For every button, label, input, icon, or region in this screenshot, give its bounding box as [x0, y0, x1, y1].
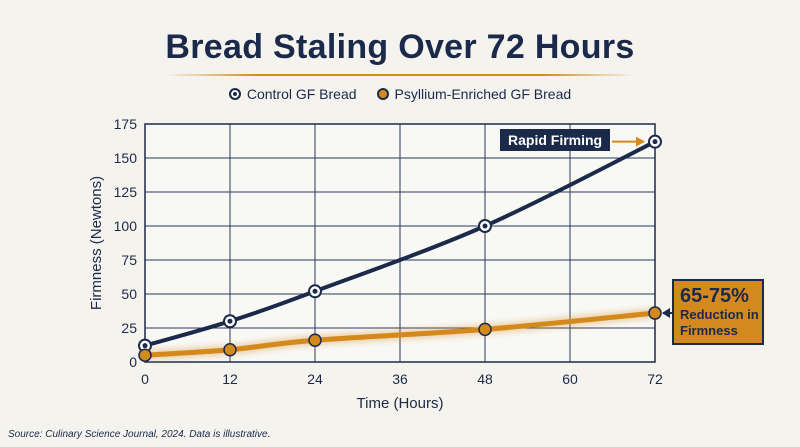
legend-item-psyllium: Psyllium-Enriched GF Bread: [376, 86, 572, 102]
chart-legend: Control GF Bread Psyllium-Enriched GF Br…: [0, 86, 800, 102]
x-tick-label: 12: [222, 371, 238, 387]
data-point-psyllium: [308, 333, 322, 347]
reduction-callout: 65-75% Reduction in Firmness: [672, 279, 764, 345]
y-axis-label: Firmness (Newtons): [88, 176, 105, 310]
data-point-psyllium: [223, 343, 237, 357]
data-point-control-dot: [227, 318, 233, 324]
source-note: Source: Culinary Science Journal, 2024. …: [8, 429, 271, 440]
y-tick-label: 75: [121, 252, 137, 268]
x-axis-label: Time (Hours): [357, 395, 444, 412]
plot-border: [144, 123, 656, 363]
data-point-control-dot: [142, 343, 148, 349]
title-underline: [165, 74, 635, 76]
data-point-psyllium: [478, 322, 492, 337]
x-tick-label: 72: [647, 371, 663, 387]
legend-label-control: Control GF Bread: [246, 86, 357, 102]
legend-item-control: Control GF Bread: [228, 86, 357, 102]
y-tick-label: 150: [114, 150, 138, 166]
legend-label-psyllium: Psyllium-Enriched GF Bread: [394, 86, 572, 102]
data-point-psyllium: [648, 306, 662, 320]
series-line-psyllium: [142, 310, 658, 358]
series-line-control: [143, 139, 657, 348]
x-tick-label: 24: [307, 371, 323, 387]
x-tick-label: 0: [141, 371, 149, 387]
y-tick-label: 125: [114, 184, 138, 200]
reduction-text: Reduction in Firmness: [680, 307, 759, 338]
data-point-control-dot: [482, 223, 488, 229]
data-point-control-dot: [652, 139, 658, 145]
legend-marker-control: [228, 88, 241, 100]
legend-marker-psyllium: [376, 88, 389, 100]
y-tick-label: 100: [114, 218, 138, 234]
y-tick-label: 0: [129, 354, 137, 370]
x-tick-label: 60: [562, 371, 578, 387]
reduction-arrowhead: [662, 308, 670, 319]
data-point-psyllium: [138, 348, 152, 362]
y-tick-label: 25: [121, 320, 137, 336]
data-point-control-dot: [312, 288, 318, 294]
rapid-firming-arrowhead: [636, 136, 645, 147]
x-tick-label: 36: [392, 371, 408, 387]
y-tick-label: 50: [121, 286, 137, 302]
rapid-firming-callout: Rapid Firming: [500, 129, 611, 151]
x-tick-label: 48: [477, 371, 493, 387]
y-tick-label: 175: [114, 116, 138, 132]
reduction-percent: 65-75%: [680, 285, 749, 307]
chart-title: Bread Staling Over 72 Hours: [165, 28, 635, 66]
